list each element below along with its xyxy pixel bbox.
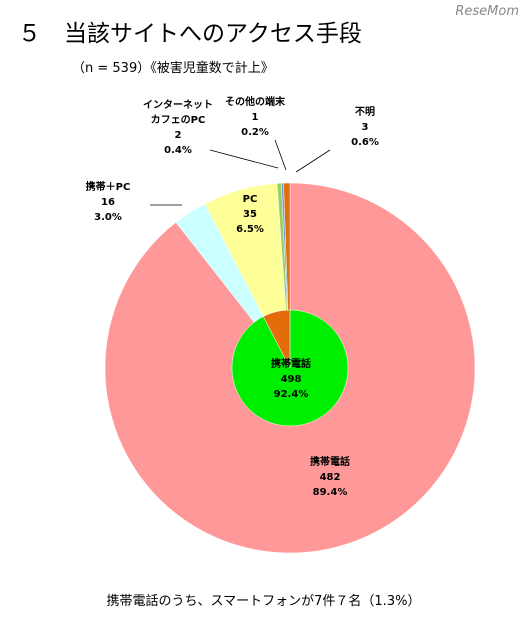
watermark: ReseMom [455, 4, 519, 19]
data-label: 不明 3 0.6% [351, 105, 379, 150]
slice-value: 2 [174, 130, 182, 141]
leader-line [274, 139, 287, 171]
data-label: インターネット カフェのPC 2 0.4% [143, 98, 213, 158]
slice-share: 0.6% [351, 137, 379, 148]
note: 携帯電話のうち、スマートフォンが7件７名（1.3%） [106, 594, 421, 609]
slice-value: 482 [319, 472, 341, 483]
slice-share: 89.4% [312, 487, 348, 498]
slice-share: 92.4% [273, 389, 309, 400]
chart-title: ５ 当該サイトへのアクセス手段 [18, 21, 362, 47]
data-label: 携帯＋PC 16 3.0% [86, 180, 131, 225]
chart-subtitle: （n = 539）《被害児童数で計上》 [72, 61, 274, 76]
data-label: その他の端末 1 0.2% [225, 95, 285, 140]
leader-line [295, 149, 331, 173]
slice-share: 3.0% [94, 212, 122, 223]
leader-line [209, 149, 279, 169]
pie-slice [262, 309, 291, 369]
slice-name: 携帯電話 [271, 359, 311, 370]
data-label: PC 35 6.5% [236, 192, 264, 237]
slice-share: 0.4% [164, 145, 192, 156]
slice-value: 3 [361, 122, 369, 133]
slice-name: PC [242, 194, 258, 205]
slice-name: 携帯＋PC [85, 182, 131, 193]
slice-value: 1 [251, 112, 259, 123]
slice-name: 携帯電話 [310, 457, 350, 468]
slice-value: 35 [243, 209, 257, 220]
slice-value: 16 [101, 197, 115, 208]
pie-slice [104, 182, 476, 554]
slice-value: 498 [280, 374, 302, 385]
slice-share: 6.5% [236, 224, 264, 235]
slice-name: インターネット カフェのPC [143, 100, 213, 126]
slice-name: その他の端末 [225, 97, 285, 108]
data-label: 携帯電話 482 89.4% [310, 455, 350, 500]
slice-name: 不明 [354, 107, 375, 118]
data-label: 携帯電話 498 92.4% [271, 357, 311, 402]
slice-share: 0.2% [241, 127, 269, 138]
